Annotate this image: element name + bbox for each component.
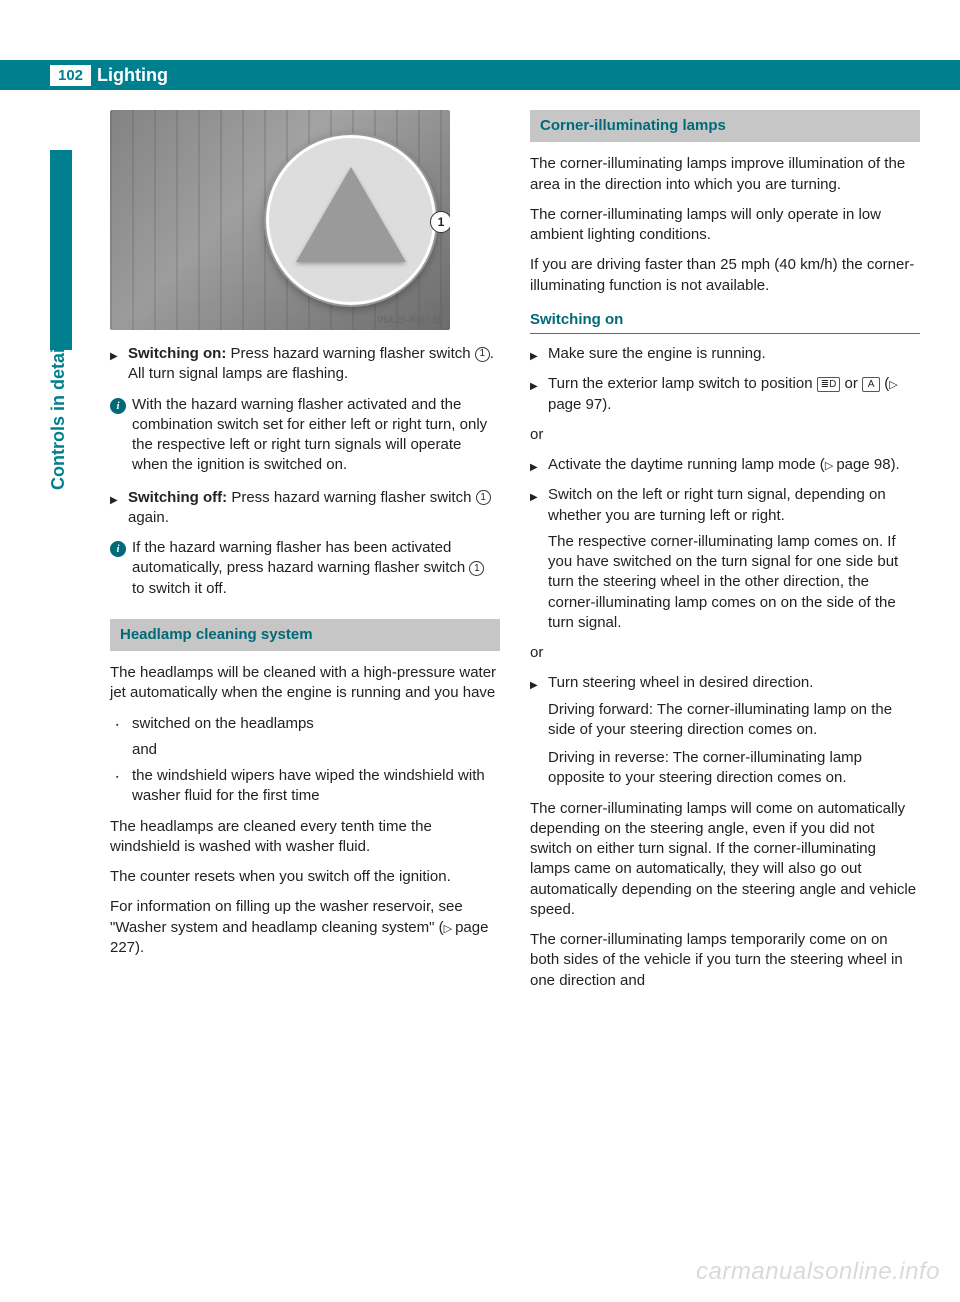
- info-text: With the hazard warning flasher activate…: [132, 395, 500, 476]
- step-daytime-mode: Activate the daytime running lamp mode (…: [530, 455, 920, 475]
- watermark: carmanualsonline.info: [696, 1258, 940, 1286]
- step-text: Switching on: Press hazard warning flash…: [128, 344, 500, 385]
- content-area: 1 P54.25-8047-31 Switching on: Press haz…: [110, 110, 920, 1001]
- paragraph: The corner-illuminating lamps will only …: [530, 205, 920, 246]
- step-engine-running: Make sure the engine is running.: [530, 344, 920, 364]
- step-marker-icon: [110, 488, 128, 529]
- paragraph: The counter resets when you switch off t…: [110, 867, 500, 887]
- bullet-text: the windshield wipers have wiped the win…: [132, 766, 500, 807]
- step-text: Turn steering wheel in desired direction…: [548, 673, 920, 788]
- header-bar: 102 Lighting: [0, 60, 960, 90]
- page-title: Lighting: [97, 65, 168, 86]
- step-detail-forward: Driving forward: The corner-illuminating…: [548, 700, 920, 741]
- paragraph: The corner-illuminating lamps will come …: [530, 799, 920, 921]
- section-corner-lamps: Corner-illuminating lamps: [530, 110, 920, 142]
- lamp-position-d-icon: ≣D: [817, 377, 841, 392]
- callout-ref-1: 1: [475, 347, 490, 362]
- paragraph: If you are driving faster than 25 mph (4…: [530, 255, 920, 296]
- step-text: Turn the exterior lamp switch to positio…: [548, 374, 920, 415]
- step-switching-off: Switching off: Press hazard warning flas…: [110, 488, 500, 529]
- bullet-item: the windshield wipers have wiped the win…: [116, 766, 500, 807]
- info-note-1: i With the hazard warning flasher activa…: [110, 395, 500, 476]
- step-text: Make sure the engine is running.: [548, 344, 920, 364]
- page-ref-98: page 98: [825, 456, 891, 473]
- side-section-label: Controls in detail: [48, 343, 69, 490]
- column-right: Corner-illuminating lamps The corner-ill…: [530, 110, 920, 1001]
- step-text: Activate the daytime running lamp mode (…: [548, 455, 920, 475]
- bullet-icon: [116, 766, 132, 807]
- figure-callout-1: 1: [430, 211, 450, 233]
- step-marker-icon: [530, 455, 548, 475]
- hazard-switch-figure: 1 P54.25-8047-31: [110, 110, 450, 330]
- step-marker-icon: [530, 344, 548, 364]
- or-separator: or: [530, 425, 920, 445]
- step-marker-icon: [110, 344, 128, 385]
- step-steering-wheel: Turn steering wheel in desired direction…: [530, 673, 920, 788]
- paragraph: The corner-illuminating lamps temporaril…: [530, 930, 920, 991]
- lamp-position-a-icon: A: [862, 377, 880, 392]
- step-lead: Switching off:: [128, 489, 227, 506]
- step-marker-icon: [530, 485, 548, 633]
- step-marker-icon: [530, 374, 548, 415]
- step-lamp-switch: Turn the exterior lamp switch to positio…: [530, 374, 920, 415]
- step-result: All turn signal lamps are flashing.: [128, 364, 500, 384]
- info-icon: i: [110, 538, 132, 599]
- step-switching-on: Switching on: Press hazard warning flash…: [110, 344, 500, 385]
- paragraph: The headlamps are cleaned every tenth ti…: [110, 817, 500, 858]
- page-number: 102: [50, 65, 91, 86]
- bullet-continuation: and: [132, 740, 500, 760]
- step-text: Switch on the left or right turn signal,…: [548, 485, 920, 633]
- section-headlamp-cleaning: Headlamp cleaning system: [110, 619, 500, 651]
- step-detail-reverse: Driving in reverse: The corner-illuminat…: [548, 748, 920, 789]
- subheading-switching-on: Switching on: [530, 310, 920, 334]
- info-icon: i: [110, 395, 132, 476]
- callout-ref-1: 1: [469, 561, 484, 576]
- info-text: If the hazard warning flasher has been a…: [132, 538, 500, 599]
- paragraph: For information on filling up the washer…: [110, 897, 500, 958]
- paragraph: The headlamps will be cleaned with a hig…: [110, 663, 500, 704]
- step-lead: Switching on:: [128, 345, 226, 362]
- info-note-2: i If the hazard warning flasher has been…: [110, 538, 500, 599]
- step-marker-icon: [530, 673, 548, 788]
- side-tab: [50, 150, 72, 350]
- step-turn-signal: Switch on the left or right turn signal,…: [530, 485, 920, 633]
- bullet-icon: [116, 714, 132, 761]
- paragraph: The corner-illuminating lamps improve il…: [530, 154, 920, 195]
- bullet-item: switched on the headlamps and: [116, 714, 500, 761]
- step-result: The respective corner-illuminating lamp …: [548, 532, 920, 633]
- column-left: 1 P54.25-8047-31 Switching on: Press haz…: [110, 110, 500, 1001]
- figure-reference: P54.25-8047-31: [377, 314, 442, 326]
- callout-ref-1: 1: [476, 490, 491, 505]
- step-text: Switching off: Press hazard warning flas…: [128, 488, 500, 529]
- or-separator: or: [530, 643, 920, 663]
- bullet-text: switched on the headlamps: [132, 714, 500, 734]
